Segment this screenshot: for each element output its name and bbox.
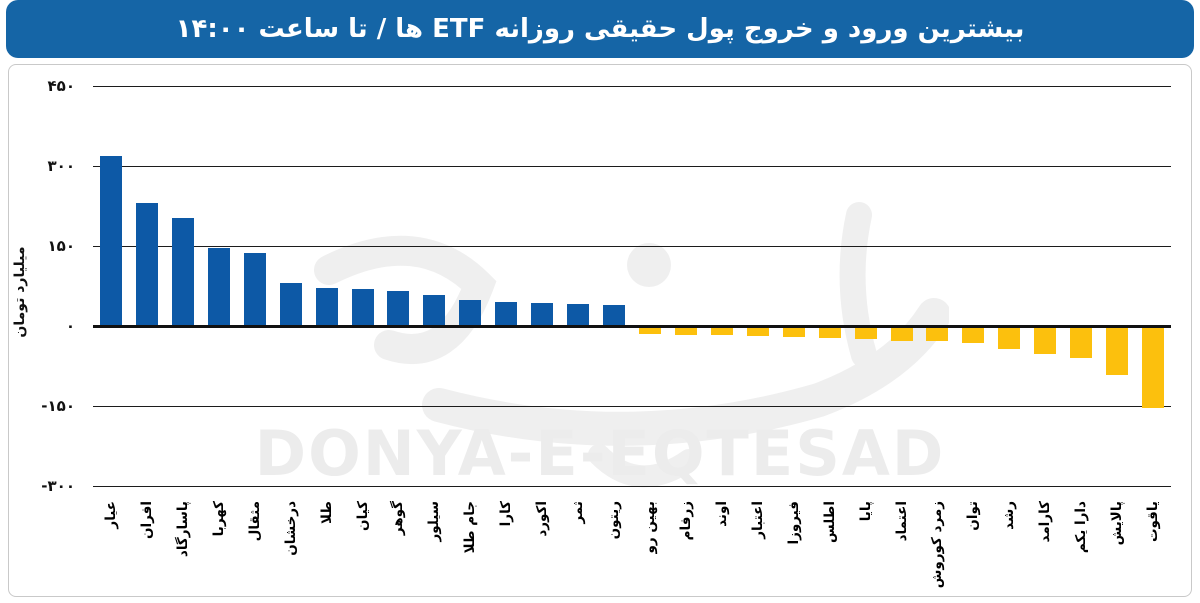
x-axis-label: پایا [857, 501, 874, 522]
x-axis-label: طلا [318, 501, 335, 524]
x-axis-label: گوهر [390, 501, 407, 536]
bar [423, 295, 446, 326]
x-axis-label: درخشان [282, 501, 299, 556]
bar [890, 326, 913, 341]
chart-panel: DONYA-E-EQTESAD ۴۵۰ ۳۰۰ ۱۵۰ ۰ -۱۵۰ -۳۰۰ میلیار… [8, 64, 1192, 597]
title-bar: بیشترین ورود و خروج پول حقیقی روزانه ETF… [6, 0, 1194, 58]
bar [567, 304, 590, 326]
bar [854, 326, 877, 339]
bar [495, 302, 518, 326]
y-tick-label: -۳۰۰ [41, 477, 75, 495]
bar [207, 248, 230, 326]
x-axis-label: اطلس [821, 501, 838, 543]
watermark-text: DONYA-E-EQTESAD [254, 417, 946, 490]
y-tick-label: ۰ [65, 317, 75, 335]
y-tick-label: ۳۰۰ [47, 157, 75, 175]
x-axis-label: دارا یکم [1073, 501, 1090, 554]
x-axis-label: کارامد [1037, 501, 1054, 543]
bar [387, 290, 410, 326]
x-axis-label: مثقال [246, 501, 263, 542]
x-axis-label: فیروزا [785, 501, 802, 545]
x-axis-label: پالایش [1109, 501, 1126, 546]
bar [638, 326, 661, 334]
gridline [93, 406, 1171, 407]
bar [1034, 326, 1057, 355]
y-tick-label: -۱۵۰ [41, 397, 75, 415]
y-tick-label: ۱۵۰ [47, 237, 75, 255]
x-axis-label: پاسارگاد [174, 501, 191, 558]
bar [99, 156, 122, 326]
bar [279, 282, 302, 326]
gridline [93, 166, 1171, 167]
x-axis-label: جام طلا [462, 501, 479, 554]
x-axis-label: یاقوت [1145, 501, 1162, 543]
x-axis-label: سیلور [426, 501, 443, 542]
x-axis-label: کارا [498, 501, 515, 527]
x-axis-label: اعتبار [749, 501, 766, 539]
x-axis-label: اکورد [534, 501, 551, 537]
bar [531, 303, 554, 326]
y-axis-title: میلیارد تومان [12, 246, 28, 338]
x-axis-label: عیار [102, 501, 119, 529]
x-axis-label: زمرد کوروش [929, 501, 946, 589]
bar [674, 326, 697, 335]
bar [135, 203, 158, 326]
x-axis-label: بهین رو [641, 501, 658, 554]
x-axis-label: رشد [1001, 501, 1018, 530]
x-axis-label: اوند [713, 501, 730, 527]
x-axis-label: افران [138, 501, 155, 540]
bar [243, 253, 266, 326]
x-axis-label: ریتون [606, 501, 623, 540]
bar [818, 326, 841, 338]
x-axis-label: اعتماد [893, 501, 910, 542]
x-axis-label: زرفام [677, 501, 694, 541]
x-axis-label: کیان [354, 501, 371, 531]
bar [603, 305, 626, 326]
y-tick-label: ۴۵۰ [47, 77, 75, 95]
x-axis-label: کهربا [210, 501, 227, 537]
bar [998, 326, 1021, 349]
watermark-calligraphy [314, 202, 949, 488]
bar [351, 289, 374, 326]
x-axis-label: ثمر [570, 501, 587, 524]
bar [926, 326, 949, 342]
gridline [93, 486, 1171, 487]
bar [710, 326, 733, 336]
bar [962, 326, 985, 343]
gridline [93, 246, 1171, 247]
bar [1070, 326, 1093, 358]
bar [1142, 326, 1165, 408]
x-axis-label: توان [965, 501, 982, 531]
bar [315, 288, 338, 326]
bar [746, 326, 769, 337]
bar [459, 299, 482, 326]
bar [782, 326, 805, 338]
x-axis-zero-line [93, 324, 1171, 328]
gridline [93, 86, 1171, 87]
chart-title: بیشترین ورود و خروج پول حقیقی روزانه ETF… [175, 14, 1025, 44]
bar [1106, 326, 1129, 376]
bar [171, 218, 194, 326]
